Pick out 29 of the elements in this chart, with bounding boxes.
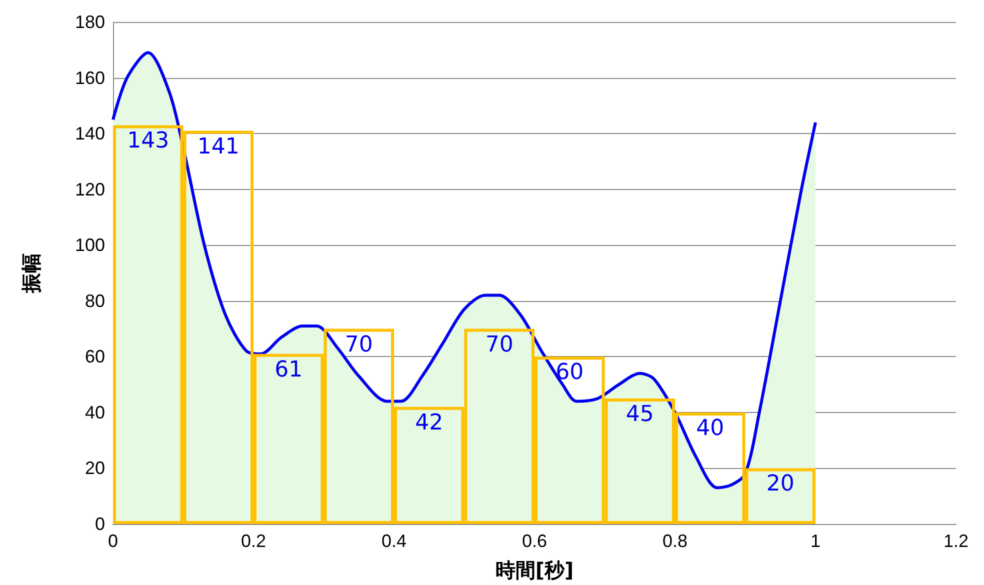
y-tick-label: 160 [74,68,105,88]
data-label: 45 [626,402,654,427]
x-tick-label: 0.4 [381,531,407,551]
y-tick-label: 0 [94,514,105,534]
y-axis-title: 振幅 [19,253,43,294]
data-label: 61 [274,357,303,382]
data-label: 141 [197,134,240,160]
data-label: 70 [344,332,373,358]
y-tick-label: 180 [74,12,105,32]
y-tick-label: 80 [84,290,105,311]
y-tick-label: 60 [84,346,105,367]
x-tick-label: 1.2 [943,531,969,551]
data-label: 42 [415,410,444,436]
data-label: 40 [696,416,724,441]
x-tick-label: 0.6 [522,531,548,551]
data-label: 70 [485,332,514,358]
x-tick-label: 1 [810,531,821,551]
data-label: 60 [556,360,584,386]
x-tick-label: 0.8 [662,531,688,551]
y-tick-label: 100 [74,235,105,256]
y-tick-label: 40 [84,402,105,422]
y-tick-label: 20 [84,458,105,478]
data-label: 20 [766,472,794,497]
x-tick-label: 0 [108,531,118,551]
x-tick-label: 0.2 [240,531,266,551]
y-tick-label: 140 [74,124,105,144]
x-axis-title: 時間[秒] [495,558,574,582]
data-label: 143 [127,128,170,154]
y-tick-label: 120 [74,179,105,200]
